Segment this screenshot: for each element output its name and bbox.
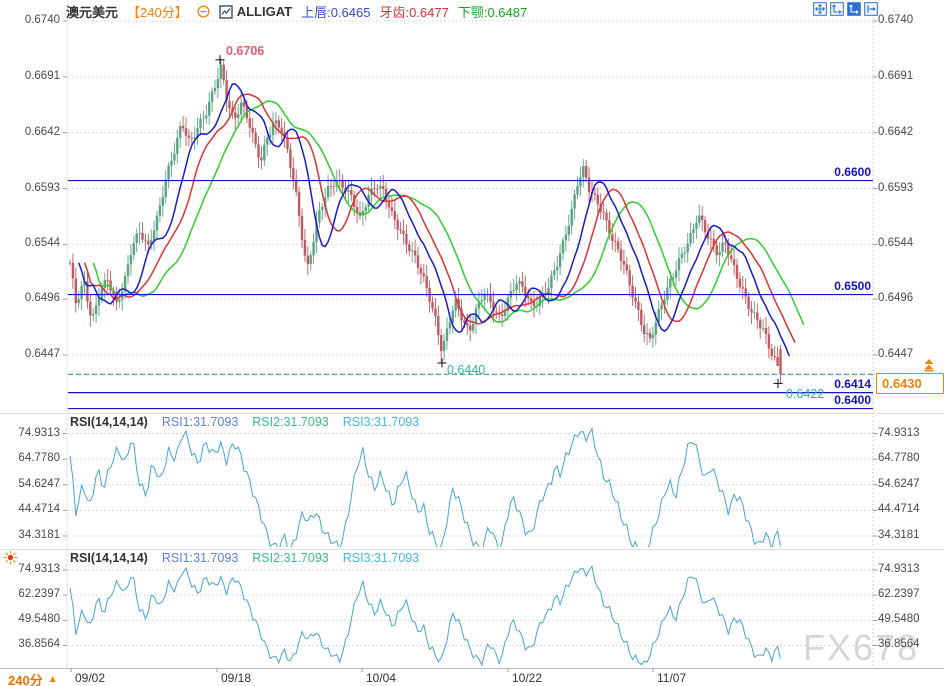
annotation-swing-low: 0.6440 (447, 363, 486, 377)
rsi2-value-1: RSI1:31.7093 (161, 551, 239, 565)
indicator-chart-icon (219, 4, 233, 19)
chart-toolbar (813, 2, 878, 16)
collapse-icon[interactable] (197, 5, 210, 18)
rsi2-title: RSI(14,14,14) (70, 551, 148, 565)
crosshair-pan-icon[interactable] (813, 2, 827, 16)
footer-up-triangle-icon: ▲ (47, 674, 58, 685)
symbol-name: 澳元美元 (66, 5, 119, 20)
zoom-axes-active-icon[interactable] (847, 2, 861, 16)
annotation-last-low: 0.6422 (786, 387, 825, 401)
price-up-arrow-icon (921, 359, 937, 377)
watermark: FX678 (803, 627, 920, 668)
footer-timeframe[interactable]: 240分 ▲ (8, 670, 58, 686)
rsi1-title: RSI(14,14,14) (70, 415, 148, 429)
alligator-teeth-value: 牙齿:0.6477 (379, 5, 449, 20)
rsi1-value-1: RSI1:31.7093 (161, 415, 239, 429)
rsi1-header: RSI(14,14,14) RSI1:31.7093 RSI2:31.7093 … (70, 415, 419, 429)
rsi1-value-3: RSI3:31.7093 (342, 415, 420, 429)
rsi2-value-3: RSI3:31.7093 (342, 551, 420, 565)
rsi2-header: RSI(14,14,14) RSI1:31.7093 RSI2:31.7093 … (70, 551, 419, 565)
exit-pan-icon[interactable] (864, 2, 878, 16)
footer-period-label: 240分 (8, 673, 43, 686)
alligator-lips-value: 上唇:0.6465 (301, 5, 371, 20)
rsi1-value-2: RSI2:31.7093 (252, 415, 329, 429)
rsi2-value-2: RSI2:31.7093 (252, 551, 329, 565)
alligator-jaw-value: 下颚:0.6487 (457, 5, 528, 20)
main-chart-header: 澳元美元 【240分】 ALLIGAT 上唇:0.6465 牙齿:0.6477 … (66, 2, 527, 21)
zoom-axes-icon[interactable] (830, 2, 844, 16)
indicator-name: ALLIGAT (236, 4, 293, 19)
indicator-settings-sun-icon[interactable] (3, 550, 18, 570)
timeframe-label: 【240分】 (127, 5, 188, 20)
current-price-tag: 0.6430 (876, 373, 944, 394)
candles-layer (68, 59, 805, 384)
annotation-high-price: 0.6706 (226, 44, 265, 58)
